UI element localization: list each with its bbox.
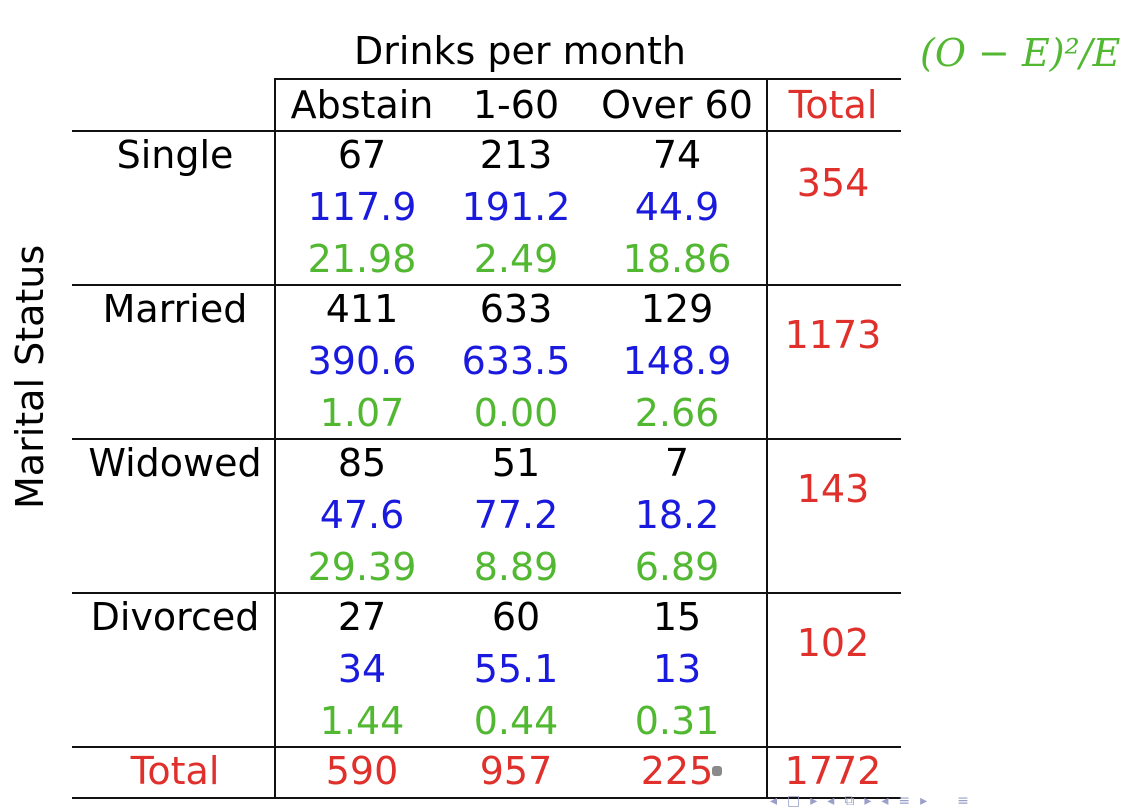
label-column-divider (274, 78, 276, 798)
row-divider (72, 284, 901, 286)
beamer-navigation-bar: ◂ □ ▸ ◂ ⧉ ▸ ◂ ≡ ▸ ≡ (770, 792, 1140, 810)
column-group-title: Drinks per month (354, 29, 686, 73)
contrib-cell: 0.44 (473, 699, 559, 743)
expected-cell: 55.1 (473, 647, 559, 691)
nav-subsection-prev-icon[interactable]: ◂ (827, 793, 835, 809)
observed-cell: 411 (325, 287, 399, 331)
contrib-cell: 0.00 (473, 391, 559, 435)
observed-cell: 633 (479, 287, 553, 331)
column-header-1-60: 1-60 (472, 83, 560, 127)
observed-cell: 213 (479, 133, 553, 177)
observed-cell: 74 (652, 133, 702, 177)
contrib-cell: 2.66 (634, 391, 720, 435)
observed-cell: 129 (640, 287, 714, 331)
contrib-cell: 2.49 (473, 237, 559, 281)
row-divider (72, 438, 901, 440)
observed-cell: 7 (664, 441, 690, 485)
nav-subsection-next-icon[interactable]: ▸ (864, 793, 872, 809)
contrib-cell: 18.86 (622, 237, 732, 281)
row-label-widowed: Widowed (88, 441, 262, 485)
observed-cell: 67 (337, 133, 387, 177)
formula-legend: (O − E)²/E (920, 31, 1121, 75)
nav-section-prev-icon[interactable]: ◂ (881, 793, 889, 809)
expected-cell: 47.6 (319, 493, 405, 537)
nav-frame-prev-icon[interactable]: ◂ (770, 793, 778, 809)
total-column-divider (766, 78, 768, 798)
contrib-cell: 21.98 (307, 237, 417, 281)
header-top-rule (275, 78, 901, 80)
side-axis-label: Marital Status (8, 244, 52, 509)
header-bottom-rule (72, 130, 901, 132)
expected-cell: 191.2 (461, 185, 571, 229)
grand-total: 1772 (784, 749, 882, 793)
contrib-cell: 8.89 (473, 545, 559, 589)
expected-cell: 18.2 (634, 493, 720, 537)
row-total-married: 1173 (784, 313, 882, 357)
nav-section-next-icon[interactable]: ▸ (920, 793, 928, 809)
expected-cell: 34 (337, 647, 387, 691)
expected-cell: 633.5 (461, 339, 571, 383)
contrib-cell: 1.07 (319, 391, 405, 435)
observed-cell: 27 (337, 595, 387, 639)
observed-cell: 51 (491, 441, 541, 485)
expected-cell: 390.6 (307, 339, 417, 383)
row-label-married: Married (102, 287, 248, 331)
column-header-over-60: Over 60 (601, 83, 753, 127)
row-total-single: 354 (796, 161, 870, 205)
row-total-divorced: 102 (796, 621, 870, 665)
column-header-abstain: Abstain (290, 83, 434, 127)
nav-frame-next-icon[interactable]: ▸ (810, 793, 818, 809)
contrib-cell: 29.39 (307, 545, 417, 589)
row-total-widowed: 143 (796, 467, 870, 511)
nav-subsection-icon[interactable]: ⧉ (844, 793, 855, 809)
expected-cell: 44.9 (634, 185, 720, 229)
observed-cell: 85 (337, 441, 387, 485)
row-divider (72, 746, 901, 748)
column-total: 225 (640, 749, 714, 793)
contrib-cell: 1.44 (319, 699, 405, 743)
expected-cell: 117.9 (307, 185, 417, 229)
expected-cell: 148.9 (622, 339, 732, 383)
contrib-cell: 6.89 (634, 545, 720, 589)
row-divider (72, 592, 901, 594)
totals-row-label: Total (130, 749, 220, 793)
table-bottom-rule (72, 797, 901, 799)
nav-section-icon[interactable]: ≡ (898, 793, 911, 809)
observed-cell: 60 (491, 595, 541, 639)
observed-cell: 15 (652, 595, 702, 639)
column-total: 957 (479, 749, 553, 793)
row-label-single: Single (116, 133, 234, 177)
contrib-cell: 0.31 (634, 699, 720, 743)
expected-cell: 13 (652, 647, 702, 691)
row-label-divorced: Divorced (90, 595, 260, 639)
column-total: 590 (325, 749, 399, 793)
bookmark-dot-icon[interactable] (712, 766, 722, 776)
nav-frame-icon[interactable]: □ (787, 793, 801, 809)
expected-cell: 77.2 (473, 493, 559, 537)
nav-menu-icon[interactable]: ≡ (957, 793, 969, 809)
column-header-total: Total (788, 83, 878, 127)
